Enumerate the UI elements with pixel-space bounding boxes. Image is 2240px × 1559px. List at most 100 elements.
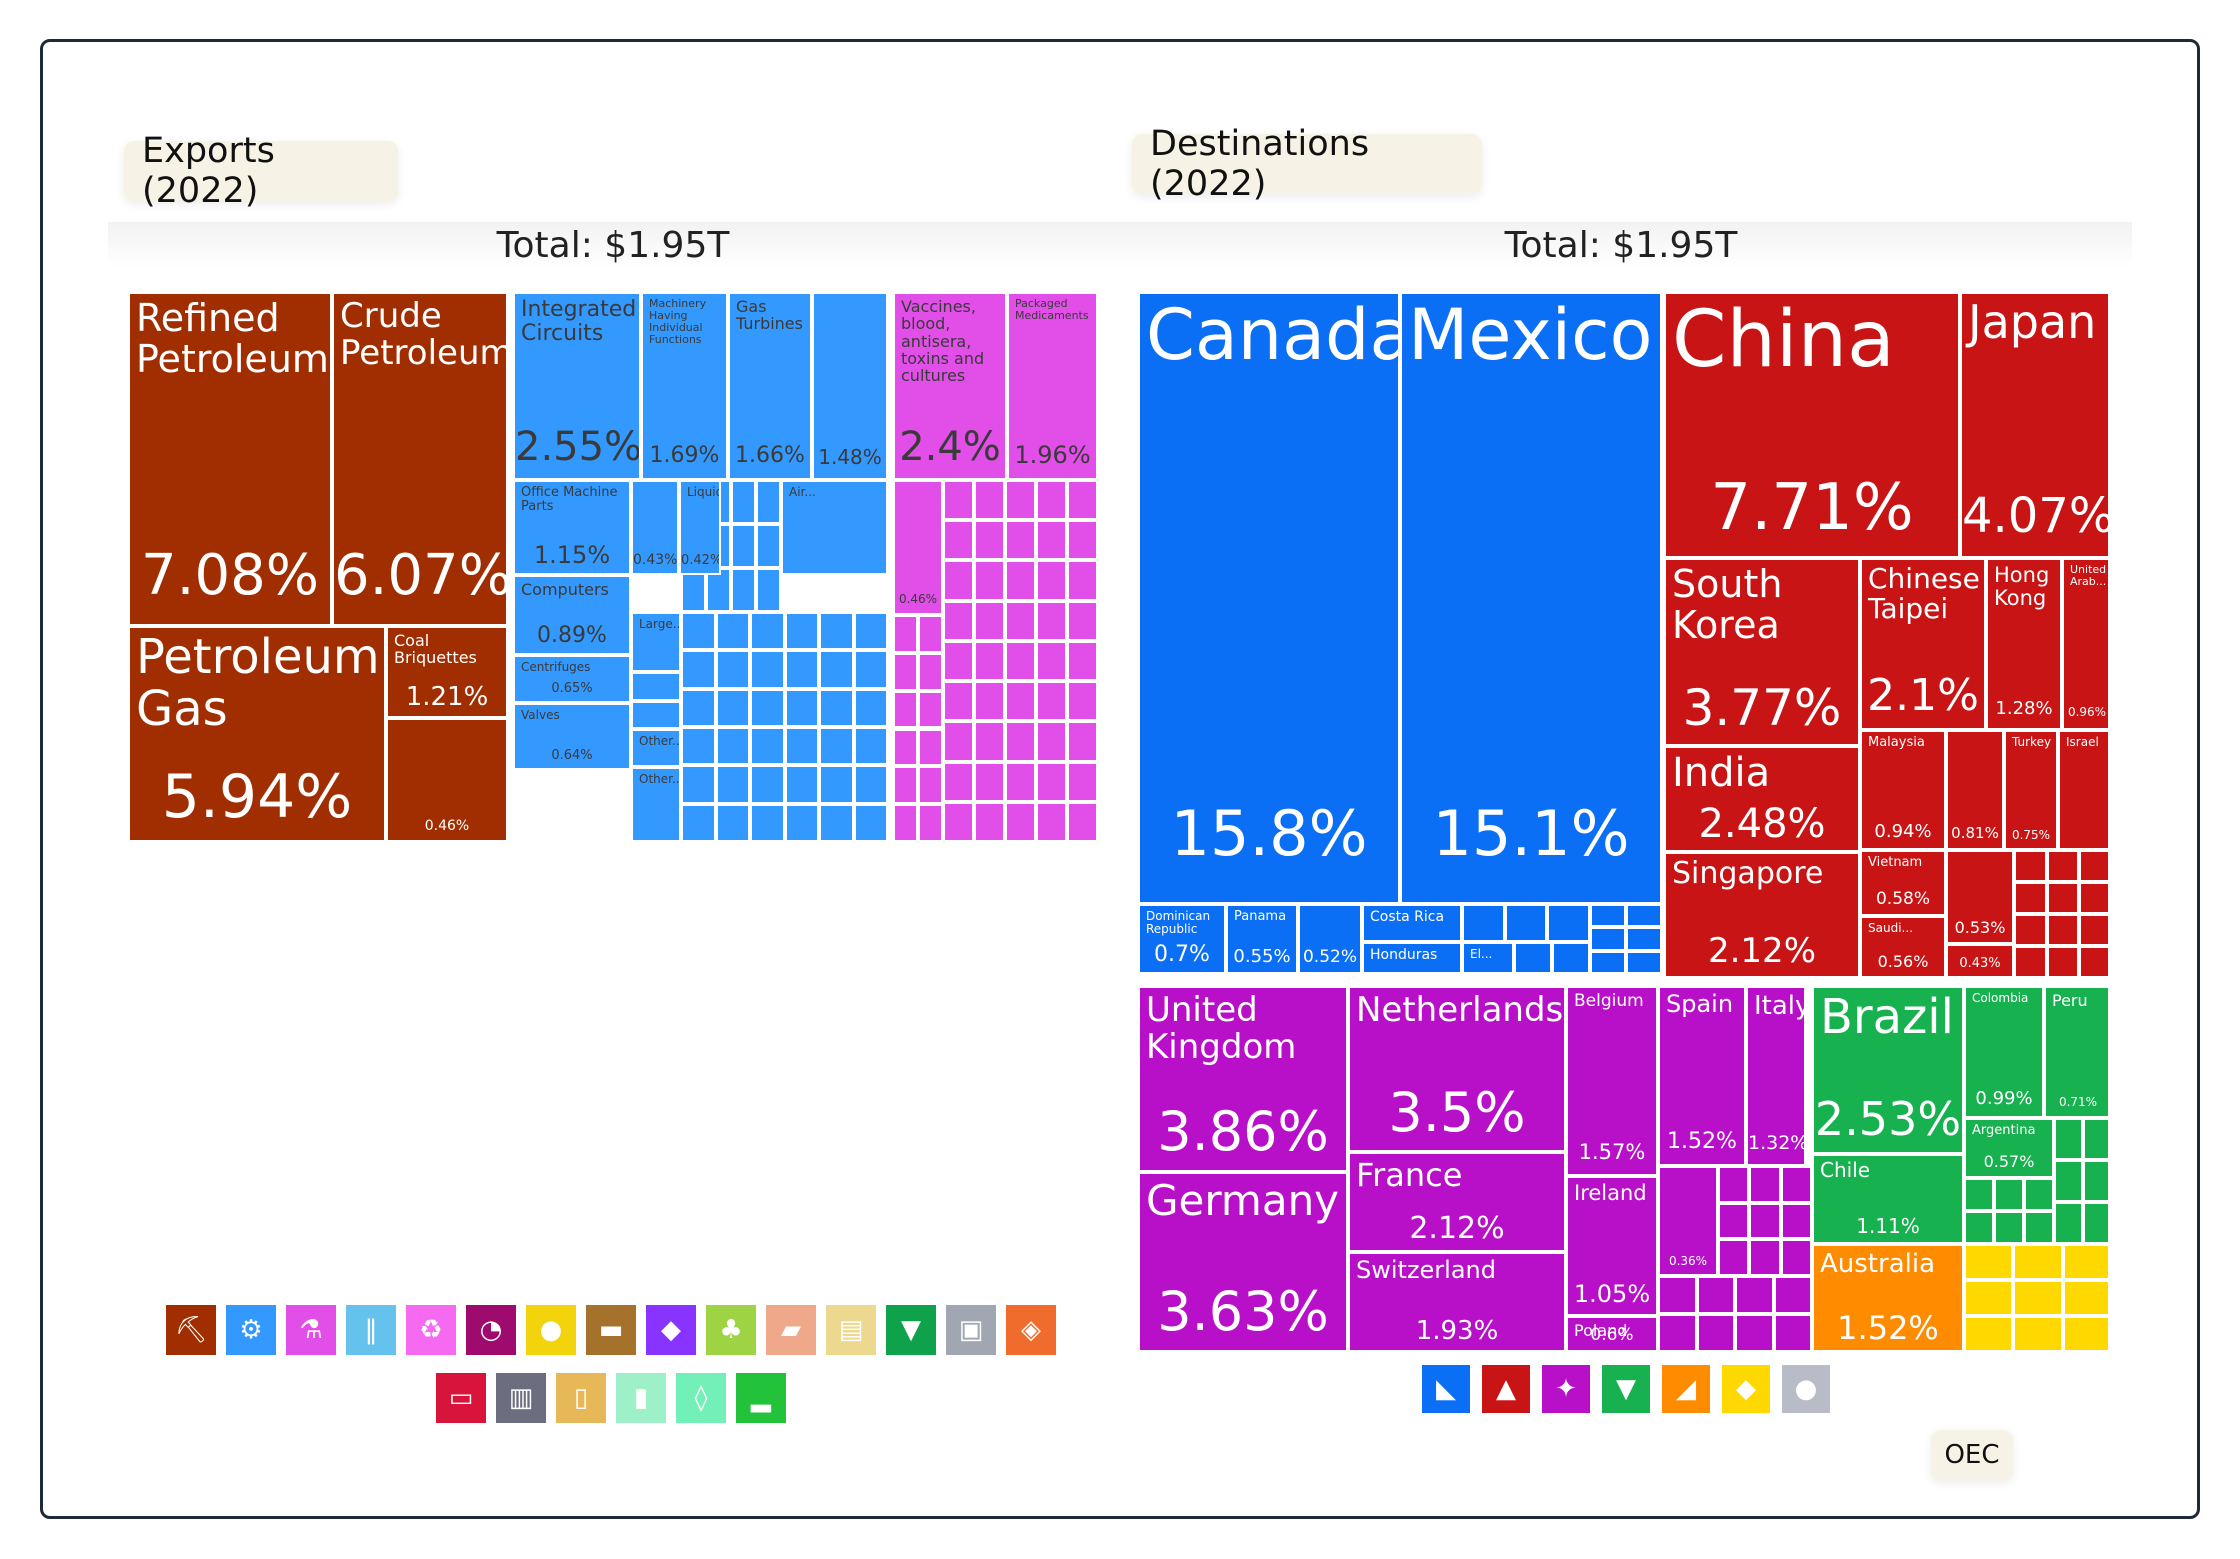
tile-air[interactable]: Air... (781, 480, 888, 575)
minor-tile[interactable] (706, 568, 731, 612)
tile-machinery-other-1[interactable]: Other... (631, 729, 681, 767)
minor-tile[interactable] (893, 690, 918, 729)
minor-tile[interactable] (2014, 914, 2047, 946)
minor-tile[interactable] (974, 520, 1005, 561)
minor-tile[interactable] (2014, 882, 2047, 914)
minor-tile[interactable] (750, 650, 785, 689)
minor-tile[interactable] (631, 700, 681, 729)
tile-germany[interactable]: Germany 3.63% (1138, 1172, 1348, 1352)
tile-peru[interactable]: Peru 0.71% (2044, 986, 2108, 1118)
tile-gas-turbines[interactable]: Gas Turbines 1.66% (728, 292, 812, 480)
minor-tile[interactable] (2054, 1202, 2083, 1244)
minor-tile[interactable] (974, 761, 1005, 802)
hide-icon[interactable]: ◊ (676, 1373, 726, 1423)
minor-tile[interactable] (943, 560, 974, 601)
minor-tile[interactable] (2083, 1160, 2108, 1202)
tile-united-kingdom[interactable]: United Kingdom 3.86% (1138, 986, 1348, 1172)
minor-tile[interactable] (715, 650, 750, 689)
flask-icon[interactable]: ⚗ (286, 1305, 336, 1355)
minor-tile[interactable] (2013, 1280, 2063, 1316)
minor-tile[interactable] (974, 721, 1005, 762)
minor-tile[interactable] (1005, 681, 1036, 722)
minor-tile[interactable] (1067, 480, 1098, 521)
south-america-icon[interactable]: ▼ (1602, 1365, 1650, 1413)
minor-tile[interactable] (1005, 761, 1036, 802)
minor-tile[interactable] (943, 480, 974, 521)
minor-tile[interactable] (1504, 904, 1548, 942)
tile-chemical-046[interactable]: 0.46% (893, 480, 943, 615)
minor-tile[interactable] (943, 801, 974, 842)
minor-tile[interactable] (2013, 1316, 2063, 1352)
minor-tile[interactable] (943, 681, 974, 722)
minor-tile[interactable] (1735, 1314, 1774, 1352)
minor-tile[interactable] (853, 688, 888, 727)
minor-tile[interactable] (1005, 721, 1036, 762)
minor-tile[interactable] (1590, 904, 1626, 928)
tile-chile[interactable]: Chile 1.11% (1812, 1154, 1964, 1244)
weapon-icon[interactable]: ▭ (436, 1373, 486, 1423)
minor-tile[interactable] (974, 600, 1005, 641)
cow-icon[interactable]: ▰ (766, 1305, 816, 1355)
minor-tile[interactable] (1067, 640, 1098, 682)
minor-tile[interactable] (918, 766, 943, 805)
minor-tile[interactable] (731, 524, 756, 568)
minor-tile[interactable] (893, 652, 918, 691)
jar-icon[interactable]: ▯ (556, 1373, 606, 1423)
minor-tile[interactable] (1994, 1178, 2024, 1211)
minor-tile[interactable] (2079, 946, 2108, 978)
minor-tile[interactable] (1718, 1202, 1750, 1240)
oec-badge[interactable]: OEC (1931, 1430, 2013, 1480)
minor-tile[interactable] (2054, 1118, 2083, 1160)
minor-tile[interactable] (750, 612, 785, 651)
minor-tile[interactable] (1658, 1276, 1697, 1314)
minor-tile[interactable] (819, 612, 854, 651)
tile-australia[interactable]: Australia 1.52% (1812, 1244, 1964, 1352)
wheat-icon[interactable]: ♣ (706, 1305, 756, 1355)
tile-dominican-republic[interactable]: Dominican Republic 0.7% (1138, 904, 1226, 974)
minor-tile[interactable] (918, 652, 943, 691)
tile-machinery-individual[interactable]: Machinery Having Individual Functions 1.6… (641, 292, 728, 480)
fruit-icon[interactable]: ● (526, 1305, 576, 1355)
minor-tile[interactable] (2014, 850, 2047, 882)
minor-tile[interactable] (2046, 882, 2080, 914)
tile-poland[interactable]: Poland 0.6% (1566, 1316, 1658, 1352)
recycle-icon[interactable]: ♻ (406, 1305, 456, 1355)
minor-tile[interactable] (681, 765, 716, 804)
minor-tile[interactable] (1626, 950, 1662, 974)
minor-tile[interactable] (974, 480, 1005, 521)
tile-brazil[interactable]: Brazil 2.53% (1812, 986, 1964, 1154)
minor-tile[interactable] (2062, 1244, 2108, 1280)
minor-tile[interactable] (1067, 681, 1098, 722)
tile-panama[interactable]: Panama 0.55% (1226, 904, 1298, 974)
minor-tile[interactable] (715, 765, 750, 804)
minor-tile[interactable] (1067, 560, 1098, 601)
minor-tile[interactable] (756, 524, 781, 568)
minor-tile[interactable] (2024, 1178, 2054, 1211)
tile-malaysia[interactable]: Malaysia 0.94% (1860, 730, 1946, 850)
tile-vaccines[interactable]: Vaccines, blood, antisera, toxins and cu… (893, 292, 1007, 480)
glass-icon[interactable]: ▮ (616, 1373, 666, 1423)
tile-costa-rica[interactable]: Costa Rica (1362, 904, 1462, 942)
minor-tile[interactable] (681, 612, 716, 651)
minor-tile[interactable] (943, 761, 974, 802)
tile-vietnam[interactable]: Vietnam 0.58% (1860, 850, 1946, 916)
tile-france[interactable]: France 2.12% (1348, 1152, 1566, 1252)
minor-tile[interactable] (1005, 520, 1036, 561)
tile-chinese-taipei[interactable]: Chinese Taipei 2.1% (1860, 558, 1986, 730)
minor-tile[interactable] (1749, 1166, 1781, 1203)
minor-tile[interactable] (1735, 1276, 1774, 1314)
minor-tile[interactable] (756, 480, 781, 524)
minor-tile[interactable] (853, 765, 888, 804)
tile-argentina[interactable]: Argentina 0.57% (1964, 1118, 2054, 1178)
tile-colombia[interactable]: Colombia 0.99% (1964, 986, 2044, 1118)
minor-tile[interactable] (2079, 914, 2108, 946)
tile-china[interactable]: China 7.71% (1664, 292, 1960, 558)
minor-tile[interactable] (2079, 882, 2108, 914)
minor-tile[interactable] (893, 766, 918, 805)
minor-tile[interactable] (681, 688, 716, 727)
tile-na-052[interactable]: 0.52% (1298, 904, 1362, 974)
tile-valves[interactable]: Valves 0.64% (513, 703, 631, 770)
tile-large[interactable]: Large... (631, 612, 681, 672)
minor-tile[interactable] (1964, 1244, 2014, 1280)
minor-tile[interactable] (784, 650, 819, 689)
